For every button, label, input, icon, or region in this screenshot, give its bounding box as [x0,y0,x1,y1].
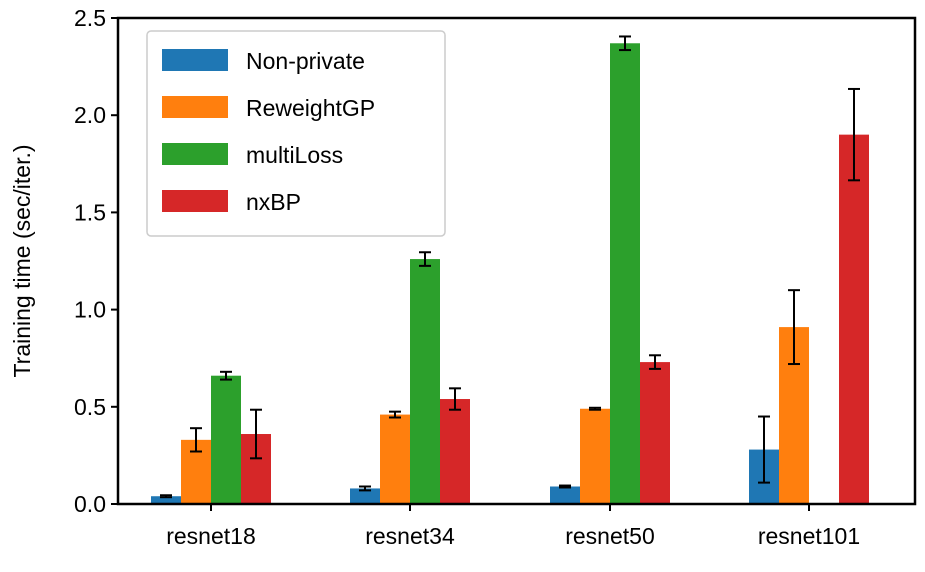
bar-nxbp-resnet34 [440,399,470,504]
x-tick-label: resnet34 [365,523,455,549]
error-bar [788,289,800,366]
error-bar [220,370,232,381]
legend-label-multiloss: multiLoss [246,142,343,168]
y-axis: 0.0 0.5 1.0 1.5 2.0 2.5 [74,5,118,517]
legend-label-non-private: Non-private [246,48,365,74]
y-tick-label: 1.0 [74,297,106,323]
bar-nxbp-resnet101 [839,134,869,504]
error-bar [649,354,661,370]
x-tick-label: resnet101 [758,523,860,549]
bar-non-private-resnet18 [151,496,181,504]
legend-swatch-nxbp [162,190,228,212]
legend-label-reweightgp: ReweightGP [246,95,375,121]
bar-non-private-resnet50 [550,486,580,504]
y-axis-title: Training time (sec/iter.) [9,144,35,377]
error-bar [589,406,601,411]
bar-reweightgp-resnet34 [380,414,410,504]
error-bar [250,408,262,460]
bar-multiloss-resnet18 [211,375,241,504]
error-bar [419,251,431,267]
legend-swatch-reweightgp [162,96,228,118]
legend-label-nxbp: nxBP [246,189,301,215]
error-bar [190,427,202,453]
y-tick-label: 2.5 [74,5,106,31]
y-tick-label: 0.0 [74,491,106,517]
y-tick-label: 0.5 [74,394,106,420]
legend: Non-private ReweightGP multiLoss nxBP [146,30,446,237]
x-tick-label: resnet50 [565,523,655,549]
errorbars-layer [160,35,860,499]
legend-swatch-multiloss [162,143,228,165]
bar-non-private-resnet34 [350,488,380,504]
error-bar [449,387,461,411]
error-bar [559,484,571,489]
legend-box [146,30,446,237]
y-tick-label: 1.5 [74,199,106,225]
bar-multiloss-resnet34 [410,259,440,504]
legend-swatch-non-private [162,49,228,71]
error-bar [160,494,172,499]
bar-multiloss-resnet50 [610,43,640,504]
plot-frame [116,16,917,506]
error-bar [619,35,631,52]
error-bar [848,87,860,182]
bar-nxbp-resnet50 [640,362,670,504]
y-tick-label: 2.0 [74,102,106,128]
error-bar [389,410,401,419]
x-axis: resnet18 resnet34 resnet50 resnet101 [166,504,860,549]
error-bar [359,485,371,492]
bars-layer [151,43,869,504]
error-bar [758,415,770,484]
x-tick-label: resnet18 [166,523,256,549]
bar-reweightgp-resnet50 [580,408,610,504]
